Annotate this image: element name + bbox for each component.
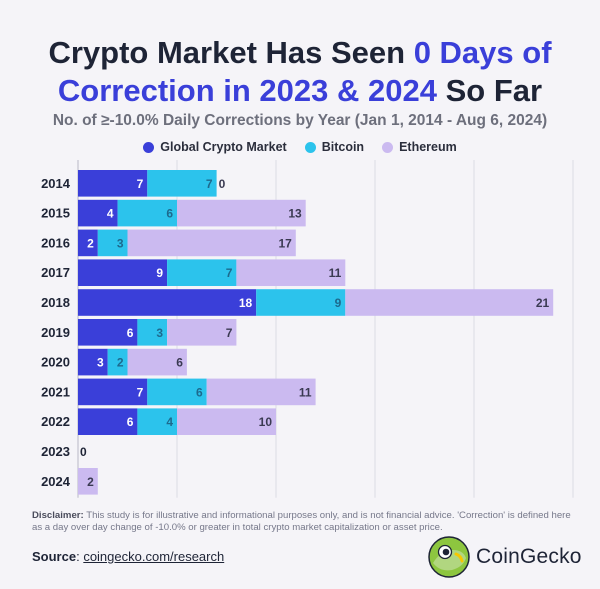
data-label-ethereum-2014: 0 xyxy=(219,177,226,191)
data-label-global-2021: 7 xyxy=(137,385,144,399)
data-label-global-2016: 2 xyxy=(87,236,94,250)
bar-bitcoin-2015 xyxy=(117,199,177,227)
legend-swatch-ethereum xyxy=(382,141,394,153)
gecko-logo-icon xyxy=(428,536,470,578)
brand: CoinGecko xyxy=(428,536,582,578)
source-label: Source xyxy=(32,549,77,564)
data-label-global-2017: 9 xyxy=(156,266,163,280)
disclaimer-label: Disclaimer: xyxy=(32,510,84,521)
data-label-global-2018: 18 xyxy=(239,296,253,310)
bar-global-2017 xyxy=(78,259,168,286)
legend-item-bitcoin: Bitcoin xyxy=(304,140,365,154)
title-highlight: 0 Days of Correction in 2023 & 2024 xyxy=(57,35,552,108)
y-tick-label-2022: 2022 xyxy=(41,414,70,429)
disclaimer-text: This study is for illustrative and infor… xyxy=(32,510,571,533)
bar-bitcoin-2018 xyxy=(256,289,346,316)
bar-ethereum-2021 xyxy=(206,378,316,406)
bar-bitcoin-2021 xyxy=(147,378,207,406)
source-link[interactable]: coingecko.com/research xyxy=(83,549,225,564)
y-tick-label-2023: 2023 xyxy=(41,444,70,459)
chart-legend: Global Crypto Market Bitcoin Ethereum xyxy=(0,140,600,154)
source-line: Source: coingecko.com/research xyxy=(32,549,224,564)
bar-ethereum-2019 xyxy=(167,319,237,346)
bar-global-2022 xyxy=(78,408,138,435)
data-label-ethereum-2015: 13 xyxy=(288,207,302,221)
data-label-global-2014: 7 xyxy=(137,177,144,191)
disclaimer: Disclaimer: This study is for illustrati… xyxy=(32,510,572,534)
data-label-ethereum-2016: 17 xyxy=(278,236,292,250)
bar-ethereum-2022 xyxy=(177,408,276,435)
bar-bitcoin-2020 xyxy=(107,348,128,376)
y-tick-label-2020: 2020 xyxy=(41,355,70,370)
bar-bitcoin-2016 xyxy=(97,229,128,257)
y-tick-label-2014: 2014 xyxy=(41,176,71,191)
bar-global-2021 xyxy=(78,378,148,406)
bar-bitcoin-2022 xyxy=(137,408,177,435)
legend-label-global: Global Crypto Market xyxy=(160,140,287,154)
brand-name: CoinGecko xyxy=(476,545,582,568)
data-label-bitcoin-2018: 9 xyxy=(335,296,342,310)
chart-title: Crypto Market Has Seen 0 Days of Correct… xyxy=(0,34,600,110)
data-label-bitcoin-2022: 4 xyxy=(166,415,173,429)
bar-ethereum-2017 xyxy=(236,259,346,286)
bar-global-2019 xyxy=(78,319,138,346)
data-label-bitcoin-2017: 7 xyxy=(226,266,233,280)
data-label-global-2015: 4 xyxy=(107,207,114,221)
data-label-bitcoin-2016: 3 xyxy=(117,236,124,250)
bar-global-2016 xyxy=(78,229,98,257)
bar-bitcoin-2017 xyxy=(167,259,237,286)
data-label-bitcoin-2014: 7 xyxy=(206,177,213,191)
bar-bitcoin-2019 xyxy=(137,319,168,346)
y-tick-label-2024: 2024 xyxy=(41,474,71,489)
bar-ethereum-2016 xyxy=(127,229,296,257)
legend-label-ethereum: Ethereum xyxy=(399,140,457,154)
bar-bitcoin-2014 xyxy=(147,170,217,197)
data-label-ethereum-2020: 6 xyxy=(176,356,183,370)
bar-global-2015 xyxy=(78,199,118,227)
y-tick-label-2019: 2019 xyxy=(41,325,70,340)
bar-ethereum-2018 xyxy=(345,289,554,316)
y-tick-label-2018: 2018 xyxy=(41,295,70,310)
bar-ethereum-2015 xyxy=(177,199,306,227)
data-label-ethereum-2021: 11 xyxy=(299,385,312,399)
title-part2: So Far xyxy=(436,73,543,108)
legend-item-ethereum: Ethereum xyxy=(382,140,457,154)
legend-label-bitcoin: Bitcoin xyxy=(321,140,365,154)
bar-ethereum-2024 xyxy=(78,468,98,495)
bar-global-2020 xyxy=(78,348,108,376)
data-label-ethereum-2024: 2 xyxy=(87,475,94,489)
bar-global-2018 xyxy=(78,289,257,316)
legend-swatch-bitcoin xyxy=(304,141,316,153)
y-tick-label-2017: 2017 xyxy=(41,265,70,280)
bar-global-2014 xyxy=(78,170,148,197)
data-label-bitcoin-2021: 6 xyxy=(196,385,203,399)
data-label-ethereum-2022: 10 xyxy=(259,415,273,429)
data-label-global-2020: 3 xyxy=(97,356,104,370)
data-label-ethereum-2019: 7 xyxy=(226,326,233,340)
data-label-ethereum-2018: 21 xyxy=(536,296,550,310)
data-label-bitcoin-2015: 6 xyxy=(166,207,173,221)
data-label-global-2022: 6 xyxy=(127,415,134,429)
y-tick-label-2021: 2021 xyxy=(41,384,70,399)
chart-subtitle: No. of ≥-10.0% Daily Corrections by Year… xyxy=(52,112,548,129)
data-label-ethereum-2017: 11 xyxy=(329,266,342,280)
data-label-bitcoin-2020: 2 xyxy=(117,356,124,370)
title-part1: Crypto Market Has Seen xyxy=(48,35,414,70)
data-label-global-2023: 0 xyxy=(80,445,87,459)
bar-ethereum-2020 xyxy=(127,348,187,376)
legend-swatch-global xyxy=(143,141,155,153)
source-separator: : xyxy=(76,549,84,564)
data-label-bitcoin-2019: 3 xyxy=(156,326,163,340)
y-tick-label-2016: 2016 xyxy=(41,235,70,250)
data-label-global-2019: 6 xyxy=(127,326,134,340)
y-tick-label-2015: 2015 xyxy=(41,206,70,221)
legend-item-global: Global Crypto Market xyxy=(143,140,287,154)
